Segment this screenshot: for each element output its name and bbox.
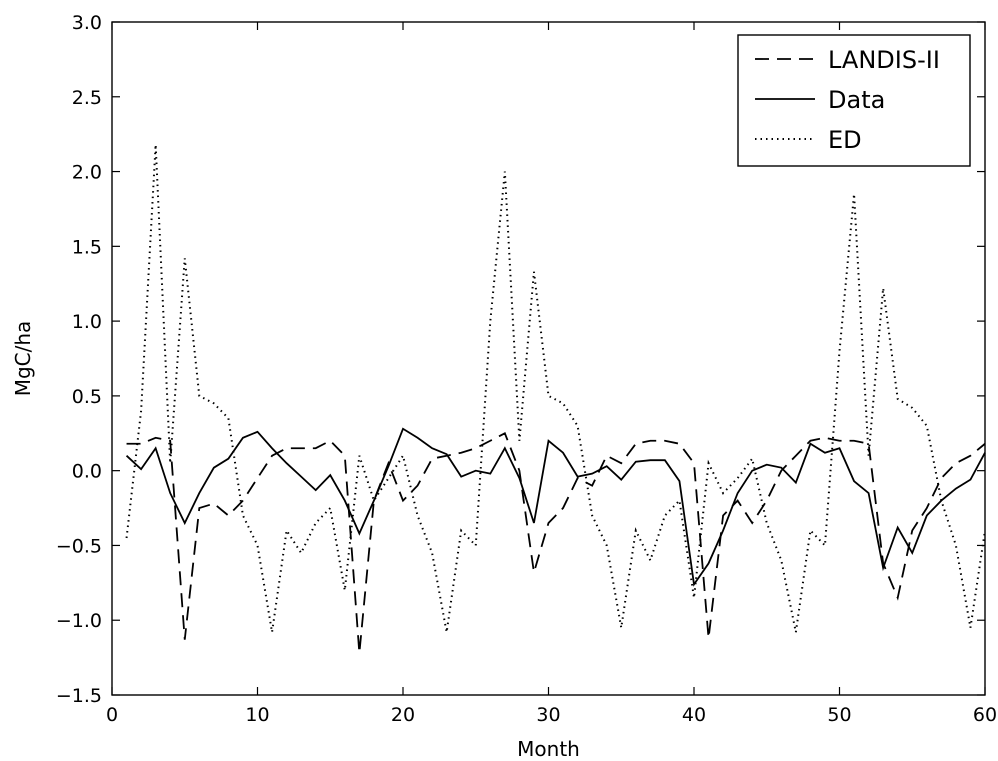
plot-area — [125, 144, 986, 654]
y-tick-label: 2.0 — [72, 162, 102, 184]
axis-ticks: 0 10 20 30 40 50 60 −1.5 −1.0 −0.5 0.0 0.5 1.0 1.5 2.0… — [56, 12, 997, 726]
y-tick-label: 3.0 — [72, 12, 102, 34]
y-tick-label: −1.0 — [56, 610, 102, 632]
y-axis-label: MgC/ha — [11, 321, 35, 397]
y-tick-label: 2.5 — [72, 87, 102, 109]
series-line-landis-ii — [126, 432, 986, 654]
legend: LANDIS-II Data ED — [737, 34, 971, 167]
y-tick-label: 0.5 — [72, 386, 102, 408]
x-tick-label: 0 — [106, 704, 118, 726]
x-tick-label: 40 — [682, 704, 706, 726]
y-tick-label: 0.0 — [72, 461, 102, 483]
x-tick-label: 60 — [973, 704, 997, 726]
series-line-ed — [125, 144, 986, 633]
y-tick-label: −0.5 — [56, 535, 102, 557]
x-axis-label: Month — [517, 737, 580, 761]
x-tick-label: 30 — [536, 704, 560, 726]
legend-box — [737, 34, 971, 167]
legend-label: Data — [828, 86, 885, 114]
y-tick-label: 1.0 — [72, 311, 102, 333]
legend-label: ED — [828, 126, 862, 154]
y-tick-label: 1.5 — [72, 236, 102, 258]
series-line-data — [125, 427, 986, 587]
x-tick-label: 50 — [827, 704, 851, 726]
legend-label: LANDIS-II — [828, 46, 940, 74]
x-tick-label: 20 — [391, 704, 415, 726]
x-tick-label: 10 — [245, 704, 269, 726]
y-tick-label: −1.5 — [56, 685, 102, 707]
